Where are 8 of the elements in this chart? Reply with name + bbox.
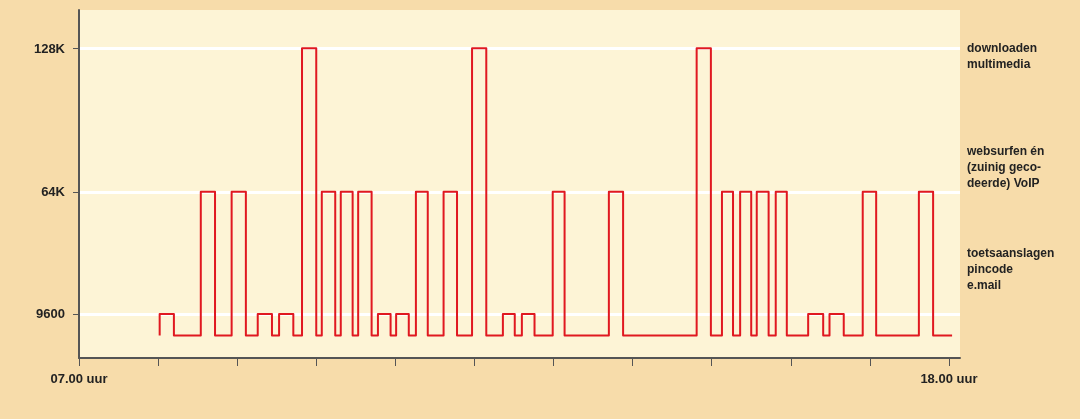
text: websurfen én (zuinig geco- deerde) VoIP [966, 143, 1045, 190]
y-tick-label: 128K [33, 40, 66, 56]
text: toetsaanslagen pincode e.mail [967, 246, 1055, 293]
x-tick-label: 07.00 uur [50, 371, 108, 386]
y-tick-label: 9600 [36, 306, 65, 322]
y-tick-label: 64K [41, 184, 66, 200]
x-tick-label: 18.00 uur [920, 371, 978, 386]
text: downloaden multimedia [967, 41, 1037, 71]
